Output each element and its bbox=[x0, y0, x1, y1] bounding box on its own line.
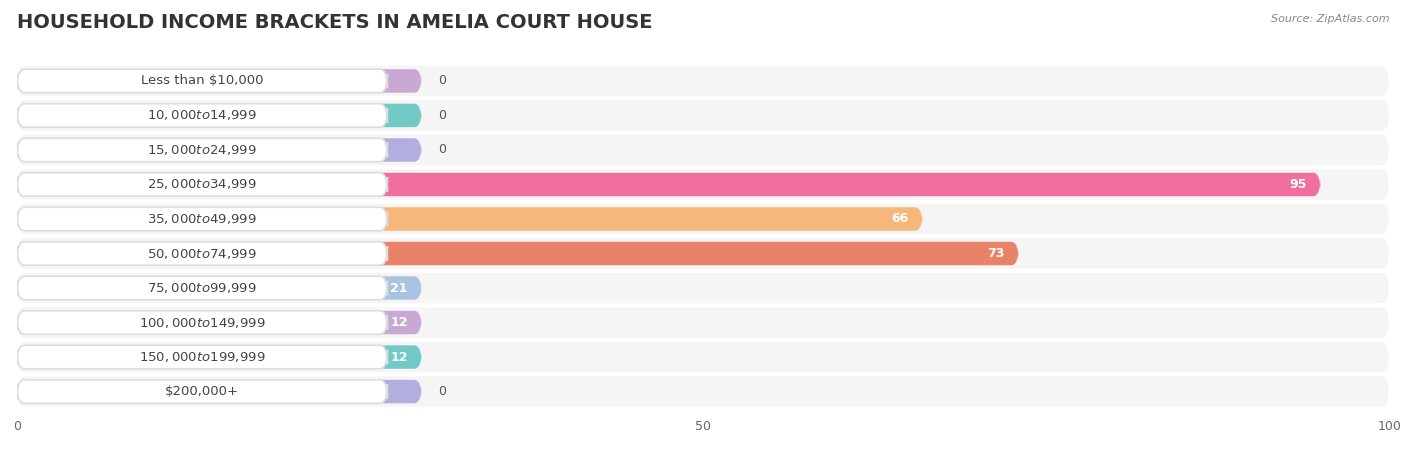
Text: $75,000 to $99,999: $75,000 to $99,999 bbox=[148, 281, 257, 295]
Text: Less than $10,000: Less than $10,000 bbox=[141, 74, 263, 87]
Text: $15,000 to $24,999: $15,000 to $24,999 bbox=[148, 143, 257, 157]
FancyBboxPatch shape bbox=[17, 276, 388, 300]
Text: $25,000 to $34,999: $25,000 to $34,999 bbox=[148, 177, 257, 192]
Text: 0: 0 bbox=[439, 144, 446, 157]
FancyBboxPatch shape bbox=[17, 380, 388, 403]
Text: Source: ZipAtlas.com: Source: ZipAtlas.com bbox=[1271, 14, 1389, 23]
FancyBboxPatch shape bbox=[17, 66, 1389, 96]
Text: HOUSEHOLD INCOME BRACKETS IN AMELIA COURT HOUSE: HOUSEHOLD INCOME BRACKETS IN AMELIA COUR… bbox=[17, 14, 652, 32]
Text: 73: 73 bbox=[987, 247, 1005, 260]
FancyBboxPatch shape bbox=[17, 169, 1389, 200]
FancyBboxPatch shape bbox=[17, 207, 388, 231]
FancyBboxPatch shape bbox=[17, 204, 1389, 234]
Text: $100,000 to $149,999: $100,000 to $149,999 bbox=[139, 315, 266, 329]
FancyBboxPatch shape bbox=[17, 376, 1389, 407]
FancyBboxPatch shape bbox=[17, 311, 388, 334]
FancyBboxPatch shape bbox=[17, 276, 422, 300]
FancyBboxPatch shape bbox=[17, 135, 1389, 165]
FancyBboxPatch shape bbox=[17, 138, 388, 162]
FancyBboxPatch shape bbox=[17, 242, 388, 265]
FancyBboxPatch shape bbox=[17, 138, 422, 162]
Text: $200,000+: $200,000+ bbox=[165, 385, 239, 398]
Text: 12: 12 bbox=[391, 351, 408, 364]
Text: $50,000 to $74,999: $50,000 to $74,999 bbox=[148, 247, 257, 261]
FancyBboxPatch shape bbox=[17, 100, 1389, 130]
Text: 66: 66 bbox=[891, 212, 908, 225]
FancyBboxPatch shape bbox=[17, 173, 388, 196]
Text: 0: 0 bbox=[439, 385, 446, 398]
Text: 95: 95 bbox=[1289, 178, 1306, 191]
FancyBboxPatch shape bbox=[17, 273, 1389, 303]
FancyBboxPatch shape bbox=[17, 104, 422, 127]
FancyBboxPatch shape bbox=[17, 173, 1320, 196]
FancyBboxPatch shape bbox=[17, 345, 388, 369]
FancyBboxPatch shape bbox=[17, 345, 422, 369]
FancyBboxPatch shape bbox=[17, 307, 1389, 338]
FancyBboxPatch shape bbox=[17, 380, 422, 403]
Text: 0: 0 bbox=[439, 74, 446, 87]
FancyBboxPatch shape bbox=[17, 238, 1389, 269]
FancyBboxPatch shape bbox=[17, 69, 422, 93]
Text: 12: 12 bbox=[391, 316, 408, 329]
FancyBboxPatch shape bbox=[17, 342, 1389, 372]
Text: $150,000 to $199,999: $150,000 to $199,999 bbox=[139, 350, 266, 364]
FancyBboxPatch shape bbox=[17, 311, 422, 334]
Text: $35,000 to $49,999: $35,000 to $49,999 bbox=[148, 212, 257, 226]
FancyBboxPatch shape bbox=[17, 69, 388, 93]
Text: 21: 21 bbox=[391, 282, 408, 294]
FancyBboxPatch shape bbox=[17, 104, 388, 127]
Text: $10,000 to $14,999: $10,000 to $14,999 bbox=[148, 108, 257, 122]
FancyBboxPatch shape bbox=[17, 207, 922, 231]
FancyBboxPatch shape bbox=[17, 242, 1018, 265]
Text: 0: 0 bbox=[439, 109, 446, 122]
